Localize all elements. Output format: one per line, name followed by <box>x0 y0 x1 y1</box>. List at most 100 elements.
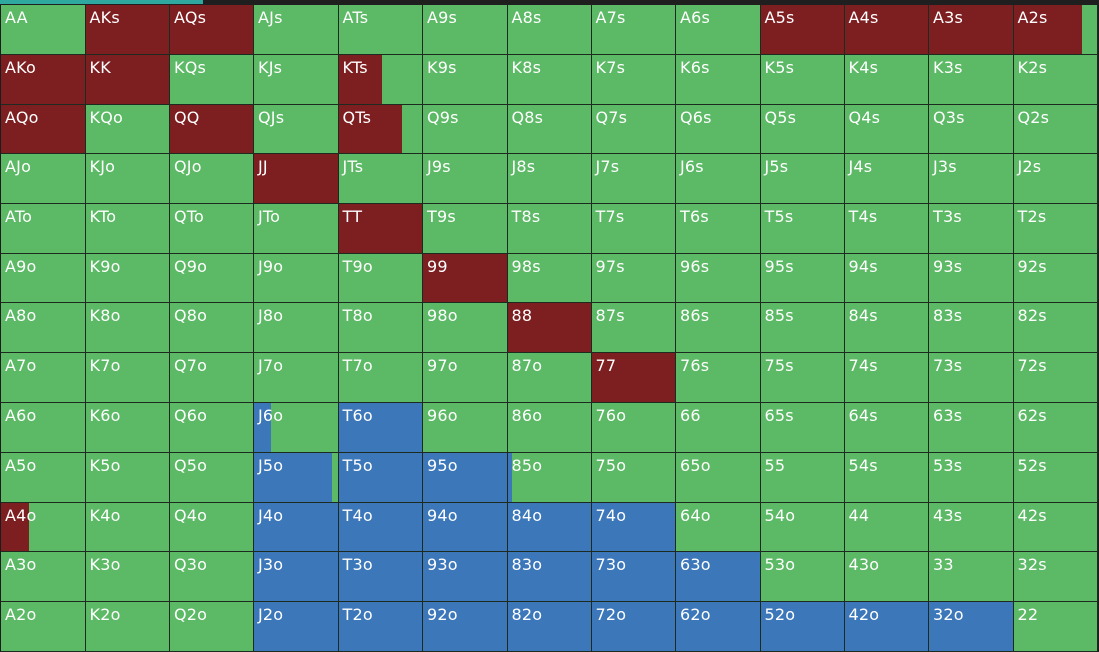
hand-cell-J3s[interactable]: J3s <box>929 154 1014 204</box>
hand-cell-53s[interactable]: 53s <box>929 453 1014 503</box>
hand-cell-Q7s[interactable]: Q7s <box>591 104 676 154</box>
hand-cell-Q2s[interactable]: Q2s <box>1013 104 1098 154</box>
hand-cell-K3s[interactable]: K3s <box>929 55 1014 105</box>
hand-cell-73o[interactable]: 73o <box>591 552 676 602</box>
hand-cell-Q8o[interactable]: Q8o <box>170 303 254 353</box>
hand-cell-92o[interactable]: 92o <box>423 602 508 652</box>
hand-cell-84o[interactable]: 84o <box>507 502 592 552</box>
hand-cell-A5o[interactable]: A5o <box>1 453 86 503</box>
hand-cell-Q6o[interactable]: Q6o <box>170 403 254 453</box>
hand-cell-43o[interactable]: 43o <box>844 552 929 602</box>
hand-cell-QJo[interactable]: QJo <box>170 154 254 204</box>
hand-cell-A4o[interactable]: A4o <box>1 502 86 552</box>
hand-cell-32s[interactable]: 32s <box>1013 552 1098 602</box>
hand-cell-Q9s[interactable]: Q9s <box>423 104 508 154</box>
hand-cell-63o[interactable]: 63o <box>676 552 761 602</box>
hand-cell-J7o[interactable]: J7o <box>254 353 339 403</box>
hand-cell-QJs[interactable]: QJs <box>254 104 339 154</box>
hand-cell-KJs[interactable]: KJs <box>254 55 339 105</box>
hand-cell-J4o[interactable]: J4o <box>254 502 339 552</box>
hand-cell-75s[interactable]: 75s <box>760 353 845 403</box>
hand-cell-75o[interactable]: 75o <box>591 453 676 503</box>
hand-cell-82o[interactable]: 82o <box>507 602 592 652</box>
hand-cell-J6o[interactable]: J6o <box>254 403 339 453</box>
hand-cell-ATo[interactable]: ATo <box>1 204 86 254</box>
hand-cell-JTs[interactable]: JTs <box>338 154 423 204</box>
hand-cell-T7o[interactable]: T7o <box>338 353 423 403</box>
hand-cell-A4s[interactable]: A4s <box>844 5 929 55</box>
hand-cell-AJo[interactable]: AJo <box>1 154 86 204</box>
hand-cell-T2s[interactable]: T2s <box>1013 204 1098 254</box>
hand-cell-K4s[interactable]: K4s <box>844 55 929 105</box>
hand-cell-98s[interactable]: 98s <box>507 253 592 303</box>
hand-cell-AKs[interactable]: AKs <box>85 5 170 55</box>
hand-cell-J8s[interactable]: J8s <box>507 154 592 204</box>
hand-cell-Q9o[interactable]: Q9o <box>170 253 254 303</box>
hand-cell-A9s[interactable]: A9s <box>423 5 508 55</box>
hand-cell-42s[interactable]: 42s <box>1013 502 1098 552</box>
hand-cell-74o[interactable]: 74o <box>591 502 676 552</box>
hand-cell-A8o[interactable]: A8o <box>1 303 86 353</box>
hand-cell-Q5o[interactable]: Q5o <box>170 453 254 503</box>
hand-cell-KTs[interactable]: KTs <box>338 55 423 105</box>
hand-cell-A7s[interactable]: A7s <box>591 5 676 55</box>
hand-cell-86s[interactable]: 86s <box>676 303 761 353</box>
hand-cell-K9o[interactable]: K9o <box>85 253 170 303</box>
hand-cell-K8s[interactable]: K8s <box>507 55 592 105</box>
hand-cell-T4o[interactable]: T4o <box>338 502 423 552</box>
hand-cell-Q8s[interactable]: Q8s <box>507 104 592 154</box>
hand-cell-J2o[interactable]: J2o <box>254 602 339 652</box>
hand-cell-84s[interactable]: 84s <box>844 303 929 353</box>
hand-cell-87o[interactable]: 87o <box>507 353 592 403</box>
hand-cell-43s[interactable]: 43s <box>929 502 1014 552</box>
hand-cell-AQo[interactable]: AQo <box>1 104 86 154</box>
hand-cell-T8s[interactable]: T8s <box>507 204 592 254</box>
hand-cell-93s[interactable]: 93s <box>929 253 1014 303</box>
hand-cell-TT[interactable]: TT <box>338 204 423 254</box>
hand-cell-T9o[interactable]: T9o <box>338 253 423 303</box>
hand-cell-AA[interactable]: AA <box>1 5 86 55</box>
hand-cell-53o[interactable]: 53o <box>760 552 845 602</box>
hand-cell-K2s[interactable]: K2s <box>1013 55 1098 105</box>
hand-cell-64s[interactable]: 64s <box>844 403 929 453</box>
hand-cell-94o[interactable]: 94o <box>423 502 508 552</box>
hand-cell-QTo[interactable]: QTo <box>170 204 254 254</box>
hand-cell-A6s[interactable]: A6s <box>676 5 761 55</box>
hand-cell-J9o[interactable]: J9o <box>254 253 339 303</box>
hand-cell-T5s[interactable]: T5s <box>760 204 845 254</box>
hand-cell-T3o[interactable]: T3o <box>338 552 423 602</box>
hand-cell-94s[interactable]: 94s <box>844 253 929 303</box>
hand-cell-99[interactable]: 99 <box>423 253 508 303</box>
hand-cell-K3o[interactable]: K3o <box>85 552 170 602</box>
hand-cell-83o[interactable]: 83o <box>507 552 592 602</box>
hand-cell-T3s[interactable]: T3s <box>929 204 1014 254</box>
hand-cell-KQo[interactable]: KQo <box>85 104 170 154</box>
hand-cell-T4s[interactable]: T4s <box>844 204 929 254</box>
hand-cell-AQs[interactable]: AQs <box>170 5 254 55</box>
hand-cell-A2s[interactable]: A2s <box>1013 5 1098 55</box>
hand-cell-66[interactable]: 66 <box>676 403 761 453</box>
hand-cell-Q2o[interactable]: Q2o <box>170 602 254 652</box>
hand-cell-Q3s[interactable]: Q3s <box>929 104 1014 154</box>
hand-cell-97o[interactable]: 97o <box>423 353 508 403</box>
hand-cell-K8o[interactable]: K8o <box>85 303 170 353</box>
hand-cell-65o[interactable]: 65o <box>676 453 761 503</box>
hand-cell-76s[interactable]: 76s <box>676 353 761 403</box>
hand-cell-JJ[interactable]: JJ <box>254 154 339 204</box>
hand-cell-T7s[interactable]: T7s <box>591 204 676 254</box>
hand-cell-J2s[interactable]: J2s <box>1013 154 1098 204</box>
hand-cell-K5o[interactable]: K5o <box>85 453 170 503</box>
hand-cell-T6s[interactable]: T6s <box>676 204 761 254</box>
hand-cell-52o[interactable]: 52o <box>760 602 845 652</box>
hand-cell-Q4s[interactable]: Q4s <box>844 104 929 154</box>
hand-cell-Q3o[interactable]: Q3o <box>170 552 254 602</box>
hand-cell-85s[interactable]: 85s <box>760 303 845 353</box>
hand-cell-K4o[interactable]: K4o <box>85 502 170 552</box>
hand-cell-J5s[interactable]: J5s <box>760 154 845 204</box>
hand-cell-J9s[interactable]: J9s <box>423 154 508 204</box>
hand-cell-QQ[interactable]: QQ <box>170 104 254 154</box>
hand-cell-A3o[interactable]: A3o <box>1 552 86 602</box>
hand-cell-74s[interactable]: 74s <box>844 353 929 403</box>
hand-cell-T6o[interactable]: T6o <box>338 403 423 453</box>
hand-cell-K7s[interactable]: K7s <box>591 55 676 105</box>
